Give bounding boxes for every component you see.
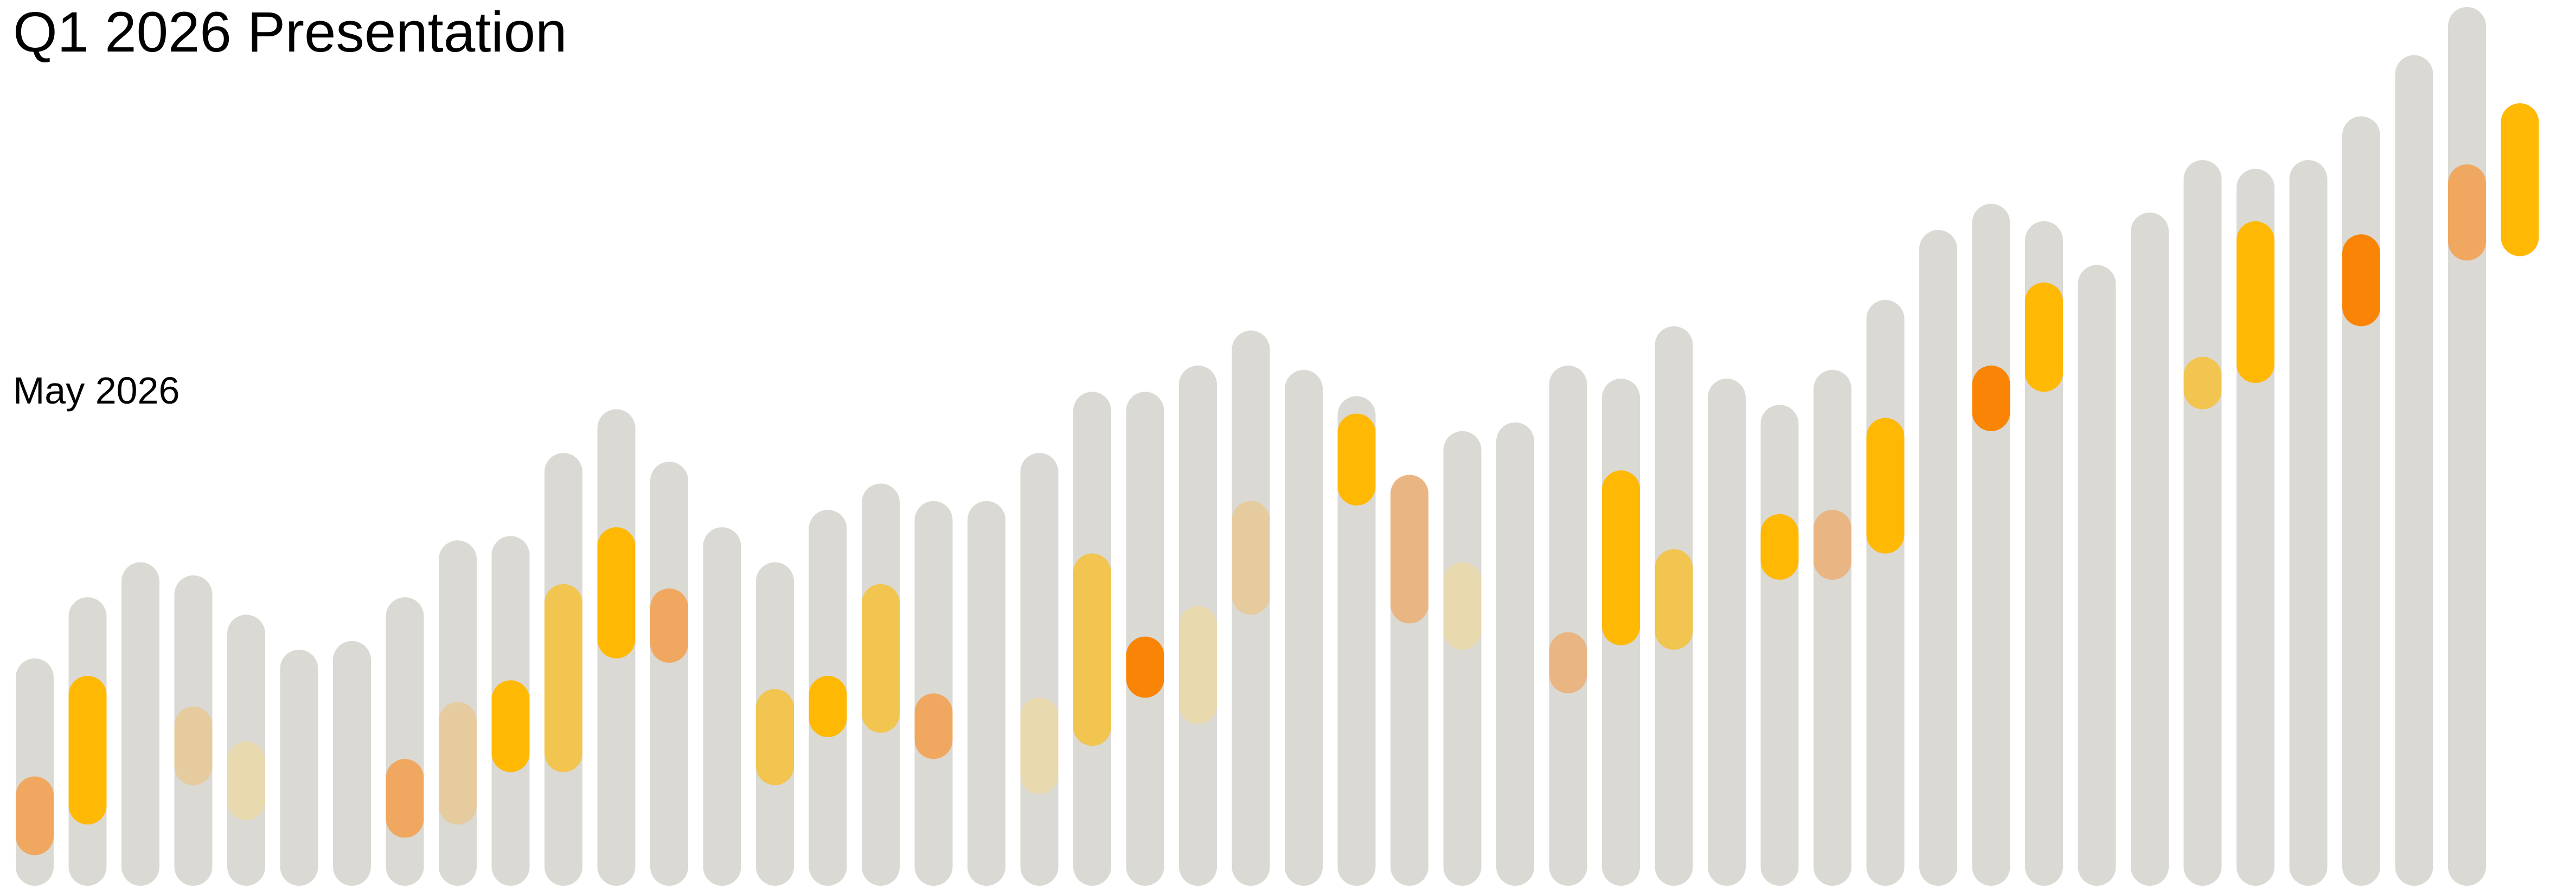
highlight-bar	[491, 680, 530, 772]
chart-subtitle: May 2026	[13, 369, 180, 412]
highlight-bar	[16, 776, 54, 855]
highlight-bar	[227, 741, 265, 821]
highlight-bar	[809, 676, 847, 737]
highlight-bar	[1814, 509, 1851, 580]
highlight-bar	[862, 584, 900, 733]
background-bar	[280, 649, 318, 886]
highlight-bar	[597, 527, 636, 658]
background-bar	[333, 641, 371, 886]
highlight-bar	[1972, 365, 2010, 431]
background-bar	[2183, 160, 2222, 886]
background-bar	[2131, 212, 2169, 886]
background-bar	[703, 527, 741, 886]
highlight-bar	[439, 702, 477, 825]
background-bar	[1919, 230, 1957, 886]
background-bar	[121, 562, 159, 886]
highlight-bar	[1602, 470, 1640, 645]
highlight-bar	[756, 689, 794, 785]
highlight-bar	[1390, 475, 1428, 624]
background-bar	[1708, 379, 1746, 886]
highlight-bar	[1232, 501, 1270, 615]
background-bar	[386, 597, 424, 886]
background-bar	[2395, 55, 2433, 886]
background-bar	[1972, 203, 2010, 886]
background-bar	[2448, 7, 2486, 886]
highlight-bar	[1655, 549, 1693, 650]
highlight-bar	[2025, 282, 2063, 392]
background-bar	[2289, 160, 2328, 886]
highlight-bar	[1020, 698, 1059, 794]
highlight-bar	[1549, 632, 1587, 694]
background-bar	[1285, 370, 1323, 886]
background-bar	[1866, 300, 1905, 886]
highlight-bar	[68, 676, 107, 825]
highlight-bar	[544, 584, 582, 772]
background-bar	[650, 462, 688, 886]
highlight-bar	[1179, 606, 1217, 724]
highlight-bar	[1866, 418, 1905, 554]
highlight-bar	[1073, 553, 1111, 746]
highlight-bar	[1337, 413, 1376, 506]
highlight-bar	[914, 693, 953, 759]
highlight-bar	[2501, 103, 2539, 257]
background-bar	[2342, 116, 2380, 886]
background-bar	[1020, 453, 1059, 886]
highlight-bar	[1443, 562, 1482, 650]
highlight-bar	[2183, 356, 2222, 410]
highlight-bar	[2237, 221, 2274, 383]
highlight-bar	[2342, 234, 2380, 327]
background-bar	[1814, 370, 1851, 886]
highlight-bar	[2448, 164, 2486, 261]
highlight-bar	[386, 759, 424, 838]
background-bar	[2078, 265, 2116, 886]
background-bar	[1760, 405, 1799, 886]
highlight-bar	[1126, 636, 1164, 698]
background-bar	[1549, 365, 1587, 886]
chart-title: Q1 2026 Presentation	[13, 1, 567, 64]
background-bar	[1443, 431, 1482, 886]
background-bar	[1496, 422, 1534, 886]
background-bar	[914, 501, 953, 886]
highlight-bar	[1760, 514, 1799, 580]
highlight-bar	[650, 588, 688, 663]
background-bar	[967, 501, 1005, 886]
background-bar	[1337, 396, 1376, 886]
highlight-bar	[174, 706, 213, 785]
